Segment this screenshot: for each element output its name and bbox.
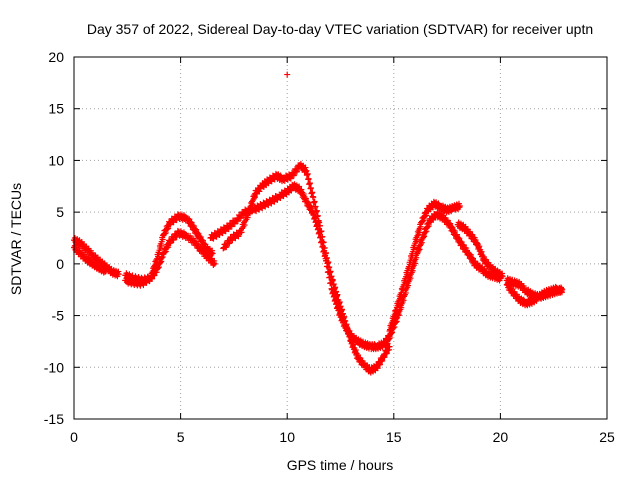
data-point	[173, 217, 180, 224]
data-point	[244, 214, 251, 221]
y-tick-label: -15	[44, 411, 64, 427]
data-point	[321, 244, 328, 251]
data-point	[311, 198, 318, 205]
data-point	[102, 268, 109, 275]
data-point	[115, 271, 122, 278]
data-point	[333, 288, 340, 295]
data-point	[146, 277, 153, 284]
data-point	[343, 321, 350, 328]
data-point	[234, 218, 241, 225]
data-point	[329, 276, 336, 283]
data-point	[330, 281, 337, 288]
y-tick-label: -10	[44, 359, 64, 375]
data-point	[293, 168, 300, 175]
data-point	[235, 233, 242, 240]
data-point	[222, 228, 229, 235]
y-tick-label: -5	[52, 308, 65, 324]
data-point	[344, 325, 351, 332]
data-point	[342, 317, 349, 324]
x-tick-label: 10	[279, 429, 295, 445]
data-point	[271, 176, 278, 183]
data-point	[327, 268, 334, 275]
data-point	[305, 175, 312, 182]
data-point	[237, 215, 244, 222]
plot-frame	[73, 56, 608, 420]
outlier-point	[284, 71, 291, 78]
data-point	[312, 203, 319, 210]
data-points	[71, 71, 566, 376]
y-tick-label: 10	[48, 152, 64, 168]
data-point	[334, 291, 341, 298]
data-point	[336, 299, 343, 306]
data-point	[307, 180, 314, 187]
data-point	[170, 237, 177, 244]
data-point	[167, 239, 174, 246]
data-point	[456, 202, 463, 209]
x-tick-label: 15	[386, 429, 402, 445]
y-tick-label: 15	[48, 101, 64, 117]
grid-lines	[74, 57, 607, 419]
data-point	[310, 194, 317, 201]
data-point	[323, 254, 330, 261]
data-point	[337, 303, 344, 310]
data-point	[313, 207, 320, 214]
data-point	[339, 310, 346, 317]
data-point	[209, 250, 216, 257]
x-tick-label: 25	[599, 429, 615, 445]
data-point	[238, 229, 245, 236]
data-point	[314, 212, 321, 219]
data-point	[226, 240, 233, 247]
y-tick-label: 5	[56, 204, 64, 220]
data-point	[304, 170, 311, 177]
data-point	[307, 185, 314, 191]
data-point	[323, 249, 330, 256]
data-point	[211, 260, 218, 267]
x-tick-label: 20	[493, 429, 509, 445]
data-point	[499, 273, 506, 280]
data-point	[339, 306, 346, 313]
data-point	[320, 239, 327, 246]
y-tick-label: 0	[56, 256, 64, 272]
data-point	[326, 264, 333, 271]
data-point	[317, 222, 324, 229]
data-point	[559, 286, 566, 293]
data-point	[241, 221, 248, 228]
data-point	[319, 233, 326, 240]
chart-title: Day 357 of 2022, Sidereal Day-to-day VTE…	[87, 21, 593, 37]
x-tick-label: 0	[70, 429, 78, 445]
data-point	[325, 259, 332, 266]
data-point	[290, 172, 297, 179]
y-axis-label: SDTVAR / TECUs	[8, 183, 24, 295]
data-point	[223, 244, 230, 251]
axis-ticks: 0 5 10 15 20 25 -15 -10 -5 0 5 10 15 20	[44, 49, 615, 445]
x-tick-label: 5	[177, 429, 185, 445]
data-point	[173, 234, 180, 241]
data-point	[265, 202, 272, 209]
x-axis-label: GPS time / hours	[287, 457, 394, 473]
data-point	[346, 332, 353, 339]
y-tick-label: 20	[48, 49, 64, 65]
data-point	[345, 328, 352, 335]
data-point	[332, 284, 339, 291]
data-point	[318, 228, 325, 235]
